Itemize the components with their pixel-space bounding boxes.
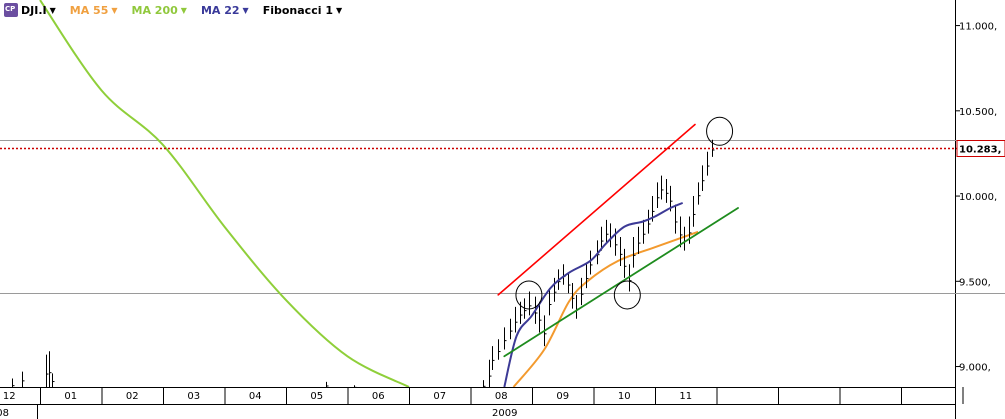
ma22-line [503, 201, 684, 387]
x-tick-label: 09 [556, 391, 569, 402]
y-tick-label: 10.000, [959, 192, 997, 203]
highlight-circle [515, 280, 543, 310]
price-label-box [956, 140, 1005, 157]
x-tick-label: 12 [3, 391, 16, 402]
x-year-label: 2009 [492, 408, 517, 419]
y-tick-label: 10.500, [959, 107, 997, 118]
symbol-selector[interactable]: DJI.I ▼ [21, 3, 56, 17]
y-tick-label: 9.000, [959, 363, 991, 374]
x-tick-label: 10 [618, 391, 631, 402]
y-tick-label: 9.500, [959, 277, 991, 288]
x-tick-label: 07 [433, 391, 446, 402]
current-price-label: 10.283, [959, 145, 1001, 156]
highlight-circle [613, 280, 641, 310]
chart-legend: CP DJI.I ▼ MA 55 ▼ MA 200 ▼ MA 22 ▼ Fibonacc… [0, 0, 356, 20]
x-tick-label: 03 [187, 391, 200, 402]
resistance-trendline [497, 123, 696, 296]
ma200-line [39, 0, 410, 387]
legend-fibonacci[interactable]: Fibonacci 1 ▼ [262, 3, 343, 17]
x-tick-label: 08 [495, 391, 508, 402]
x-tick-label: 01 [64, 391, 77, 402]
ma55-line [512, 230, 699, 387]
x-year-label: 2008 [0, 408, 9, 419]
x-tick-label: 02 [126, 391, 139, 402]
legend-ma55[interactable]: MA 55 ▼ [69, 3, 118, 17]
legend-ma200[interactable]: MA 200 ▼ [131, 3, 187, 17]
legend-ma22[interactable]: MA 22 ▼ [200, 3, 249, 17]
symbol-logo-icon: CP [4, 3, 18, 17]
plot-area [0, 0, 955, 387]
highlight-circle [706, 116, 734, 146]
x-tick-label: 06 [372, 391, 385, 402]
y-tick-label: 11.000, [959, 22, 997, 33]
x-tick-label: 11 [679, 391, 692, 402]
x-tick-label: 05 [310, 391, 323, 402]
x-tick-label: 04 [249, 391, 262, 402]
